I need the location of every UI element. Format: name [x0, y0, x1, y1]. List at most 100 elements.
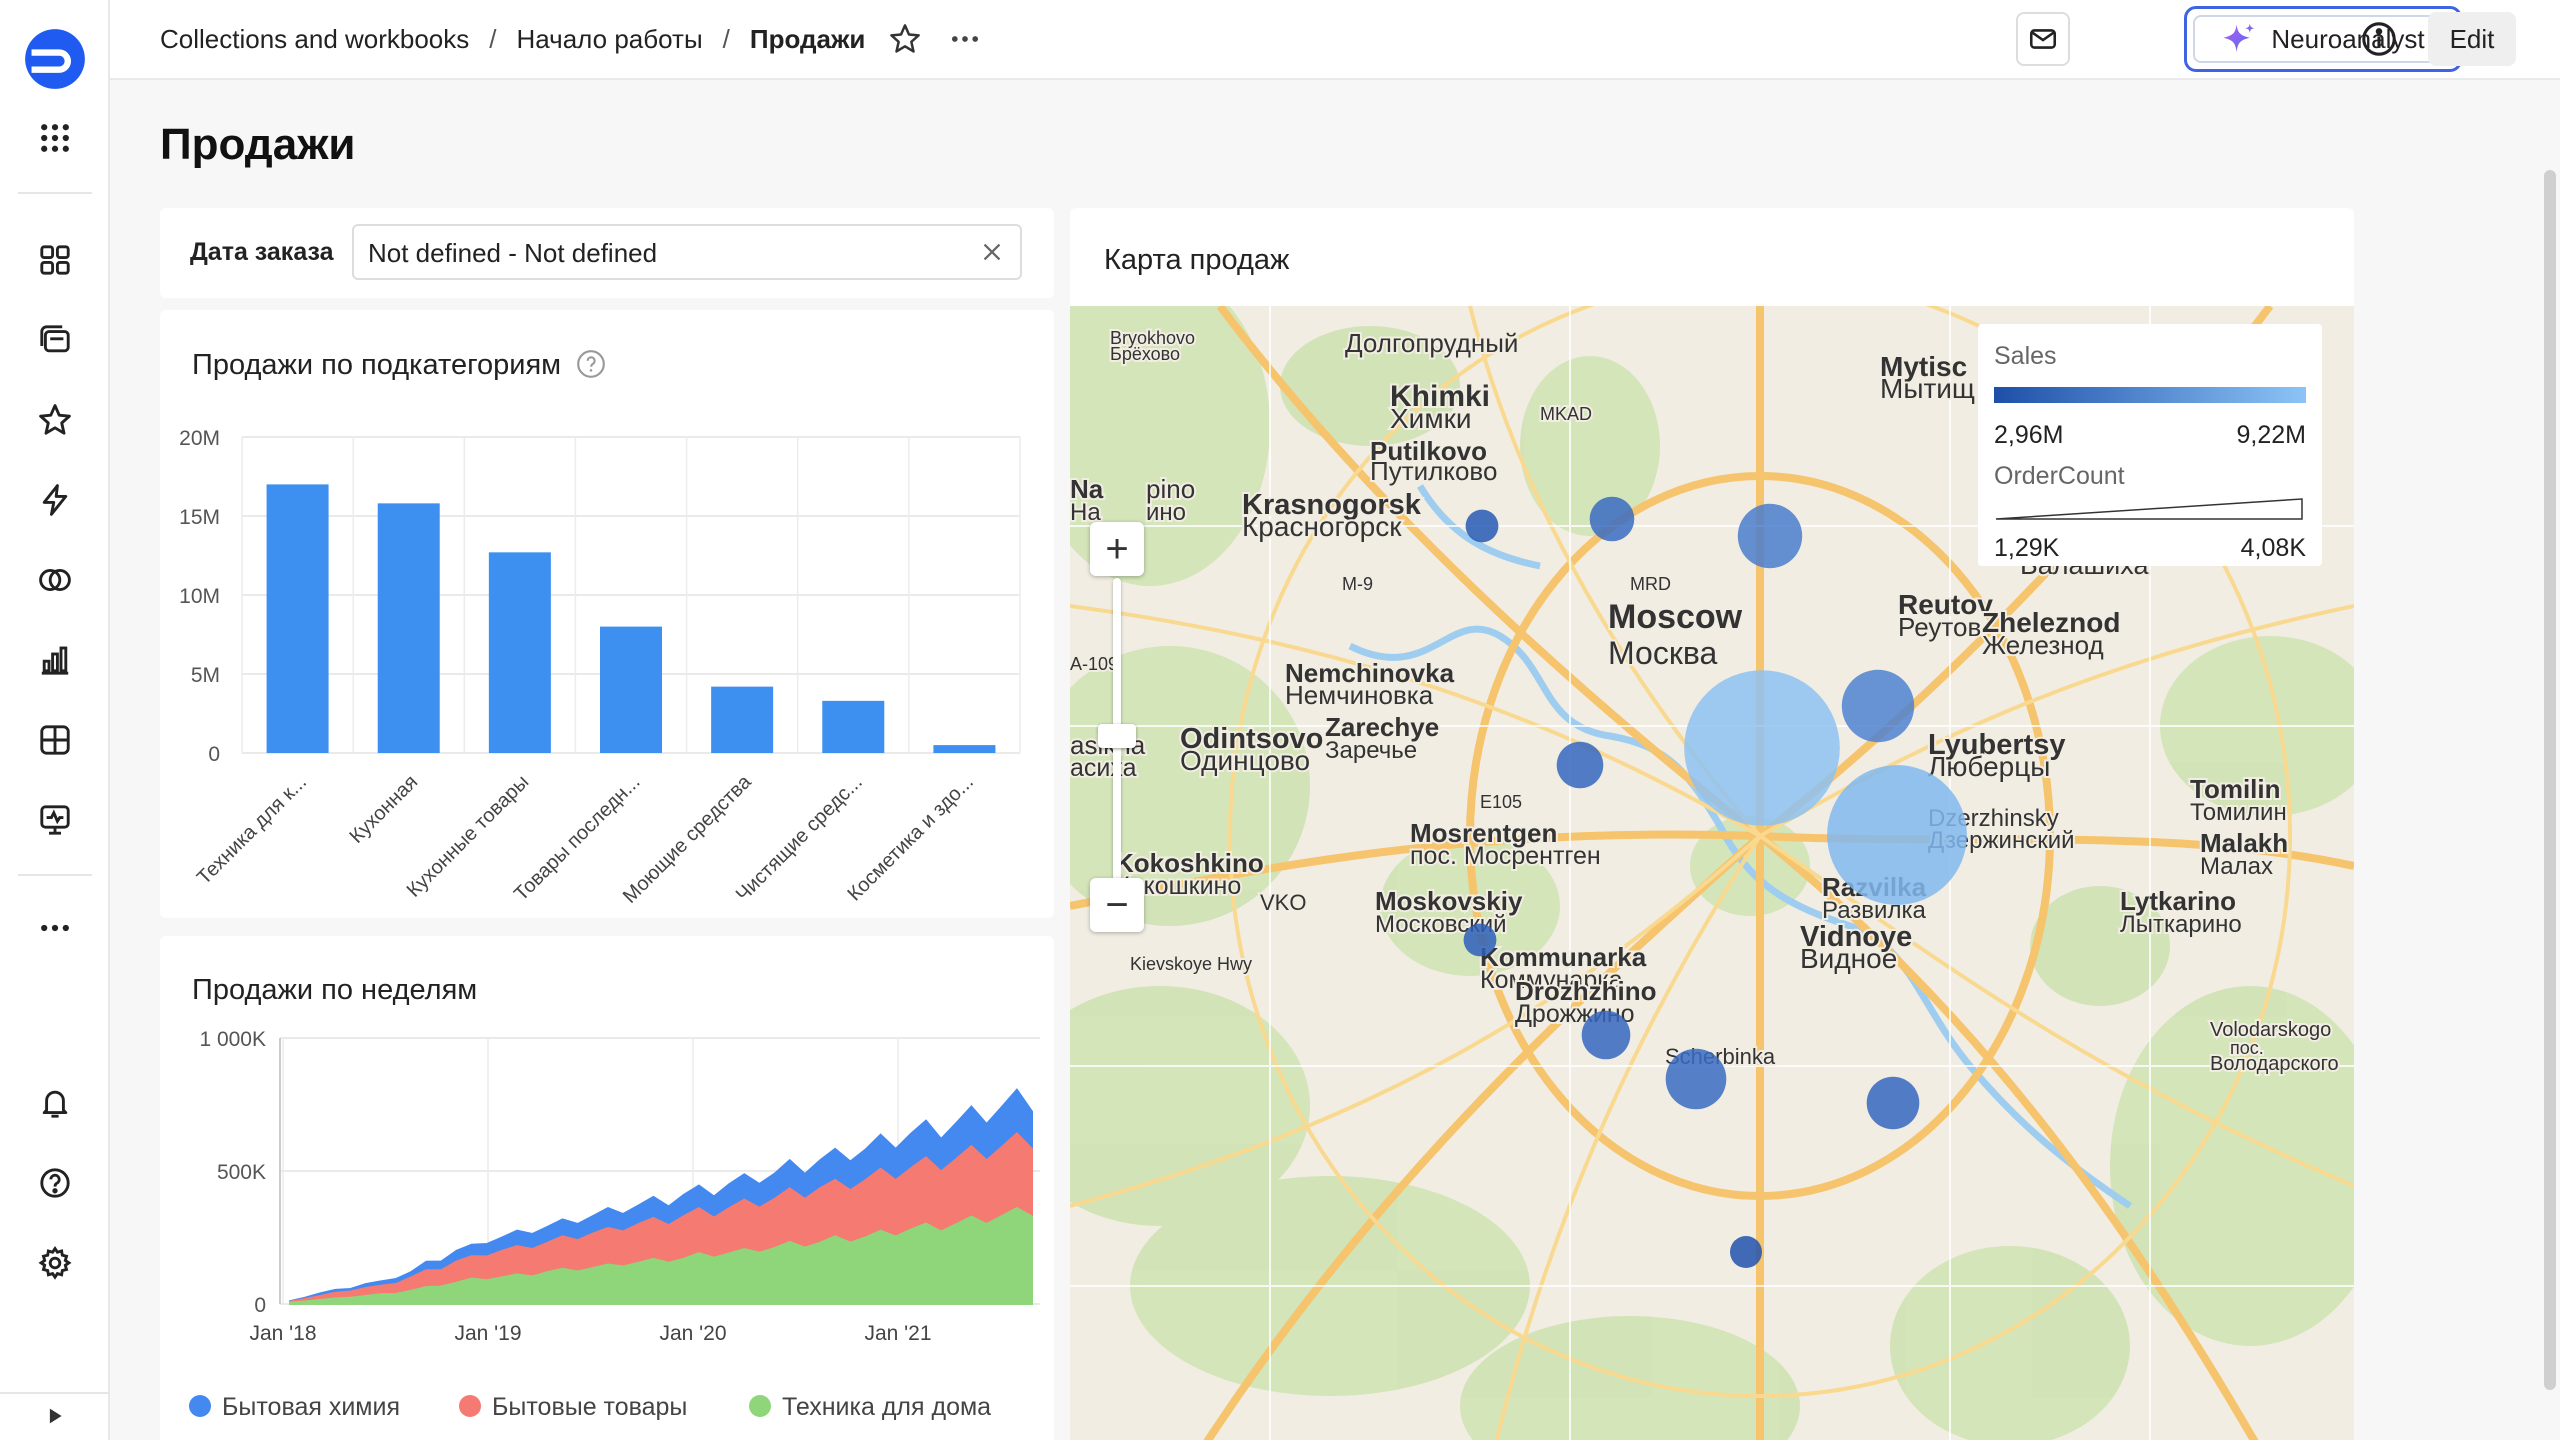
- sales-bubble: [1866, 1076, 1920, 1130]
- sales-bubble: [1581, 1010, 1631, 1060]
- more-dots-icon[interactable]: [27, 900, 83, 956]
- map-place-label: Mosrentgen: [1410, 818, 1557, 848]
- bar-y-tick-label: 10M: [179, 585, 220, 608]
- sales-bubble: [1737, 503, 1803, 569]
- legend-sales-label: Sales: [1994, 342, 2057, 370]
- legend-sales-max: 9,22M: [2236, 421, 2306, 449]
- sales-bubble: [1684, 670, 1840, 826]
- map-place-label: Kievskoye Hwy: [1130, 954, 1252, 974]
- map-place-label: Лыткарино: [2120, 911, 2242, 938]
- logo-icon[interactable]: [22, 26, 88, 92]
- legend-marker: [749, 1395, 771, 1417]
- collections-icon[interactable]: [27, 312, 83, 368]
- legend-sales-gradient: [1994, 387, 2306, 403]
- sidebar-divider: [0, 1392, 110, 1394]
- bar-chart-title: Продажи по подкатегориям: [192, 348, 607, 382]
- notifications-bell-icon[interactable]: [27, 1075, 83, 1131]
- map-place-label: Долгопрудный: [1345, 328, 1518, 358]
- map-place-label: Na: [1070, 474, 1104, 504]
- map-place-label: Moskovskiy: [1375, 886, 1523, 916]
- legend-count-label: OrderCount: [1994, 462, 2125, 490]
- datasets-icon[interactable]: [27, 712, 83, 768]
- dashboards-icon[interactable]: [27, 232, 83, 288]
- zoom-out-button[interactable]: −: [1090, 878, 1144, 932]
- bar: [822, 700, 885, 753]
- date-range-input[interactable]: Not defined - Not defined: [352, 224, 1022, 280]
- breadcrumb-current: Продажи: [749, 23, 866, 54]
- bar: [266, 484, 329, 753]
- bar-chart-card: Продажи по подкатегориям 0 5M 10M 15M 20M Тех…: [160, 310, 1054, 918]
- page-title: Продажи: [160, 120, 356, 169]
- map-place-label: Люберцы: [1928, 751, 2050, 782]
- bar-x-tick-label: Кухонная: [345, 771, 422, 848]
- monitoring-icon[interactable]: [27, 792, 83, 848]
- area-x-tick-label: Jan '18: [249, 1322, 316, 1345]
- top-bar: Collections and workbooks / Начало работ…: [110, 0, 2560, 80]
- charts-icon[interactable]: [27, 632, 83, 688]
- map-place-label: Kokoshkino: [1115, 848, 1264, 878]
- favorite-star-icon[interactable]: [880, 14, 930, 64]
- expand-sidebar-icon[interactable]: [27, 1396, 83, 1436]
- map-place-label: E105: [1480, 792, 1522, 812]
- more-actions-icon[interactable]: [940, 14, 990, 64]
- bar: [377, 503, 440, 753]
- zoom-in-button[interactable]: +: [1090, 522, 1144, 576]
- area-chart: 0 500K 1 000K Jan '18 Jan '19 Jan '20 Jan '21 Б…: [189, 1028, 1040, 1421]
- map-place-label: Томилин: [2190, 799, 2287, 826]
- sales-bubble: [1665, 1048, 1727, 1110]
- help-icon[interactable]: [27, 1155, 83, 1211]
- bar-y-tick-label: 20M: [179, 427, 220, 450]
- map-place-label: Видное: [1800, 943, 1897, 974]
- sidebar: [0, 0, 110, 1440]
- map-place-label: пос. Мосрентген: [1410, 842, 1601, 870]
- lightning-icon[interactable]: [27, 472, 83, 528]
- bar: [933, 745, 996, 753]
- breadcrumb-collections[interactable]: Collections and workbooks: [160, 23, 470, 54]
- mail-icon[interactable]: [2016, 12, 2070, 66]
- info-icon[interactable]: [2354, 14, 2404, 64]
- map-place-label: Путилково: [1370, 456, 1497, 486]
- neuroanalyst-button[interactable]: Neuroanalyst: [2184, 6, 2462, 72]
- bar-y-tick-label: 5M: [191, 664, 220, 687]
- map-place-label: Putilkovo: [1370, 436, 1487, 466]
- area-y-tick-label: 1 000K: [199, 1028, 266, 1051]
- breadcrumb-getting-started[interactable]: Начало работы: [516, 23, 703, 54]
- map-place-label: Lyubertsy: [1928, 729, 2066, 761]
- area-x-tick-label: Jan '20: [659, 1322, 726, 1345]
- sales-bubble: [1589, 496, 1635, 542]
- map-place-label: Nemchinovka: [1285, 658, 1455, 688]
- area-y-tick-label: 500K: [217, 1161, 266, 1184]
- apps-grid-icon[interactable]: [27, 110, 83, 166]
- zoom-slider-handle[interactable]: [1098, 724, 1136, 748]
- area-x-tick-label: Jan '19: [454, 1322, 521, 1345]
- filter-label: Дата заказа: [190, 238, 334, 266]
- map-place-label: M-9: [1342, 574, 1373, 594]
- edit-button[interactable]: Edit: [2428, 12, 2516, 66]
- favorites-star-icon[interactable]: [27, 392, 83, 448]
- help-hint-icon[interactable]: [575, 348, 607, 380]
- sparkle-icon: [2223, 23, 2255, 53]
- map-place-label: pino: [1146, 474, 1195, 504]
- bar-x-tick-label: Кухонные товары: [403, 771, 534, 902]
- map-place-label: Mytisc: [1880, 351, 1967, 382]
- area-y-tick-label: 0: [254, 1294, 266, 1317]
- neuroanalyst-label: Neuroanalyst: [2271, 23, 2425, 54]
- map-place-label: Moscow: [1608, 598, 1743, 636]
- sales-map[interactable]: Bryokhovo Брёхово Долгопрудный Mytisc Мытищ K…: [1070, 306, 2354, 1440]
- map-place-label: Красногорск: [1242, 511, 1402, 542]
- bar-x-tick-label: Техника для к...: [193, 771, 311, 889]
- map-place-label: Malakh: [2200, 828, 2288, 858]
- map-place-label: Reutov: [1898, 589, 1993, 620]
- settings-gear-icon[interactable]: [27, 1235, 83, 1291]
- bar-x-tick-label: Товары последн...: [510, 771, 644, 905]
- vertical-scrollbar[interactable]: [2544, 170, 2556, 1390]
- legend-label: Техника для дома: [782, 1393, 991, 1421]
- bar-x-tick-label: Косметика и здо...: [844, 771, 978, 905]
- bar-y-tick-label: 0: [208, 743, 220, 766]
- map-place-label: MRD: [1630, 574, 1671, 594]
- clear-filter-icon[interactable]: [978, 238, 1006, 266]
- map-place-label: Vidnoye: [1800, 921, 1912, 953]
- legend-sales-min: 2,96M: [1994, 421, 2064, 449]
- connections-icon[interactable]: [27, 552, 83, 608]
